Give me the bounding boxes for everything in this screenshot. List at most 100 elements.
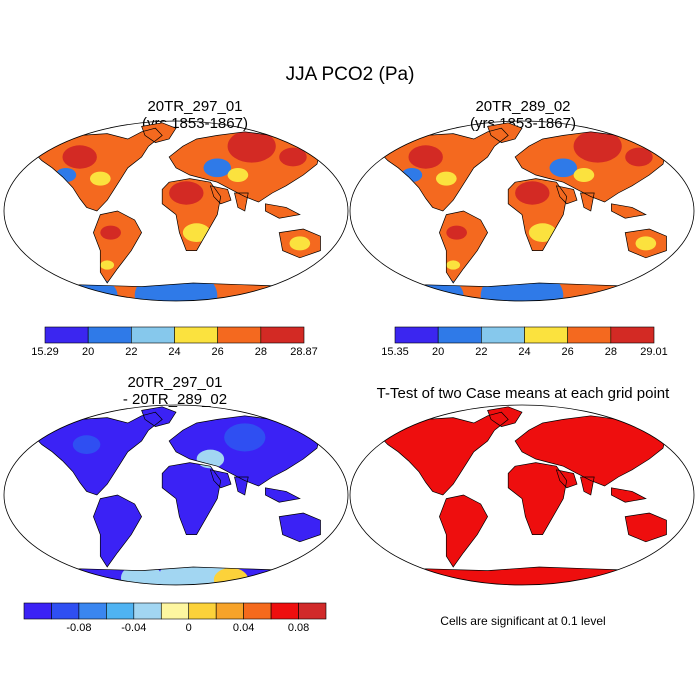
colorbar-tick-label: 24 xyxy=(518,346,531,358)
significance-note: Cells are significant at 0.1 level xyxy=(440,614,606,628)
coastline-australia xyxy=(624,228,667,259)
colorbar-tick-label: 29.01 xyxy=(640,346,668,358)
colorbar-tick-label: 26 xyxy=(561,346,574,358)
colorbar-tick-label: 26 xyxy=(211,346,224,358)
field-patch xyxy=(549,158,578,178)
colorbar-segment xyxy=(188,602,217,620)
colorbar-segment xyxy=(215,602,244,620)
field-patch xyxy=(446,260,461,270)
field-patch xyxy=(169,181,204,205)
colorbar-segment xyxy=(174,326,218,344)
map-panel-ttest xyxy=(376,406,678,585)
coastline-se-asia-islands xyxy=(265,203,301,219)
field-patch xyxy=(90,171,111,186)
panel1-title-line1: 20TR_297_01 xyxy=(147,98,243,115)
colorbar-segment xyxy=(270,602,299,620)
map-frame xyxy=(3,404,349,586)
field-patch xyxy=(528,223,557,242)
map-panel-20tr-289-02 xyxy=(376,122,678,301)
field-patch xyxy=(408,145,443,169)
map-frame xyxy=(3,120,349,302)
coastline-antarctica xyxy=(376,566,678,585)
coastline-antarctica xyxy=(30,566,332,585)
field-patch xyxy=(573,167,595,183)
colorbar-segment xyxy=(610,326,655,344)
coastline-india xyxy=(580,192,595,212)
colorbar-tick-label: 28 xyxy=(254,346,267,358)
field-patch xyxy=(182,223,211,242)
coastline-africa xyxy=(161,178,222,251)
field-patch xyxy=(515,181,550,205)
coastline-antarctica xyxy=(30,282,332,301)
colorbar-segment xyxy=(160,602,190,620)
coastline-north-america xyxy=(376,127,509,212)
colorbar-tick-label: 20 xyxy=(82,346,95,358)
colorbar-tick-label: 28 xyxy=(604,346,617,358)
coastline-africa xyxy=(507,178,568,251)
coastline-south-america xyxy=(93,210,143,284)
field-patch xyxy=(227,129,276,163)
colorbar-segment xyxy=(106,602,135,620)
coastline-north-america xyxy=(30,411,163,496)
colorbar-segment xyxy=(87,326,132,344)
land-fill xyxy=(377,406,677,585)
field-patch xyxy=(213,567,249,585)
coastline-arabia xyxy=(209,469,232,489)
panel3-title: 20TR_297_01 - 20TR_289_02 xyxy=(20,374,330,408)
colorbar-tick-label: 20 xyxy=(432,346,445,358)
colorbar-segment xyxy=(51,602,80,620)
colorbar-tick-label: -0.04 xyxy=(121,622,147,634)
coastline-africa xyxy=(161,462,222,535)
field-patch xyxy=(625,147,653,167)
field-patch xyxy=(72,435,101,454)
field-patch xyxy=(196,449,225,469)
map-panel-difference xyxy=(30,406,332,585)
field-patch xyxy=(279,147,307,167)
coastline-arabia xyxy=(555,185,578,205)
coastline-australia xyxy=(278,228,321,259)
colorbar-segment xyxy=(567,326,612,344)
colorbar-segment xyxy=(481,326,525,344)
colorbar-tick-label: 28.87 xyxy=(290,346,318,358)
colorbar-segment xyxy=(23,602,52,620)
field-patch xyxy=(203,158,232,178)
colorbar-tick-label: 22 xyxy=(125,346,138,358)
coastline-australia xyxy=(278,512,321,543)
map-frame xyxy=(349,404,695,586)
map-panel-20tr-297-01 xyxy=(30,122,332,301)
colorbar-panel2 xyxy=(394,326,655,344)
field-patch xyxy=(436,171,457,186)
colorbar-tick-label: 15.35 xyxy=(381,346,409,358)
field-patch xyxy=(100,260,115,270)
panel2-title-line1: 20TR_289_02 xyxy=(475,98,571,115)
coastline-se-asia-islands xyxy=(611,203,647,219)
coastline-europe-asia xyxy=(514,131,667,203)
coastline-se-asia-islands xyxy=(611,487,647,503)
colorbar-segment xyxy=(437,326,482,344)
coastline-north-america xyxy=(376,411,509,496)
field-patch xyxy=(224,423,266,452)
coastline-europe-asia xyxy=(514,415,667,487)
coastline-australia xyxy=(624,512,667,543)
coastline-greenland xyxy=(141,406,177,427)
panel4-title-line1: T-Test of two Case means at each grid po… xyxy=(376,385,670,402)
coastline-greenland xyxy=(487,122,523,143)
colorbar-tick-label: 0.08 xyxy=(287,622,310,634)
map-frame xyxy=(349,120,695,302)
colorbar-segment xyxy=(133,602,162,620)
field-patch xyxy=(62,145,97,169)
coastline-greenland xyxy=(141,122,177,143)
colorbar-tick-label: 24 xyxy=(168,346,181,358)
colorbar-segment xyxy=(217,326,262,344)
land-fill xyxy=(31,406,331,585)
colorbar-segment xyxy=(131,326,175,344)
coastline-africa xyxy=(507,462,568,535)
coastline-south-america xyxy=(439,210,489,284)
coastline-europe-asia xyxy=(168,415,321,487)
field-patch xyxy=(573,129,622,163)
coastline-arabia xyxy=(555,469,578,489)
panel4-title: T-Test of two Case means at each grid po… xyxy=(348,385,698,402)
coastline-south-america xyxy=(93,494,143,568)
coastline-arabia xyxy=(209,185,232,205)
